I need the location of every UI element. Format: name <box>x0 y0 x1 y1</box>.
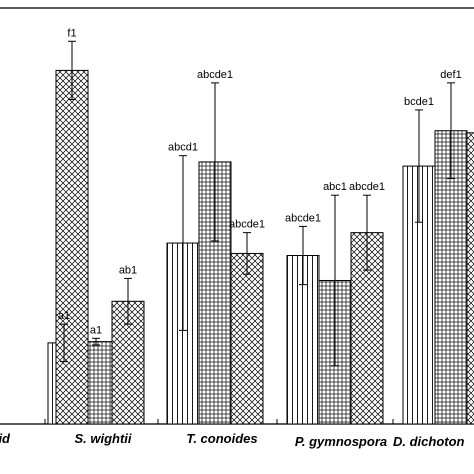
bar-crosshatch <box>230 252 264 425</box>
bar-crosshatch <box>466 132 474 425</box>
category-label: D. dichoton <box>393 434 465 449</box>
data-label: abcde1 <box>285 212 321 224</box>
data-label: abcde1 <box>197 69 233 81</box>
data-label: abcde1 <box>229 219 265 231</box>
data-label: f1 <box>67 27 76 39</box>
bar-grid <box>434 130 468 425</box>
category-label: T. conoides <box>186 431 257 446</box>
bar-crosshatch <box>55 69 89 425</box>
bar-vertical-lines <box>286 255 320 425</box>
data-label: a1 <box>90 324 102 336</box>
category-label: P. gymnospora <box>295 434 387 449</box>
data-label: ab1 <box>119 264 137 276</box>
data-label: def1 <box>440 69 461 81</box>
data-label: bcde1 <box>404 96 434 108</box>
data-label: abcd1 <box>168 142 198 154</box>
data-label: a1 <box>58 310 70 322</box>
category-label: id <box>0 431 11 446</box>
category-label: S. wightii <box>74 431 131 446</box>
data-label: abcde1 <box>349 181 385 193</box>
data-label: abc1 <box>323 181 347 193</box>
